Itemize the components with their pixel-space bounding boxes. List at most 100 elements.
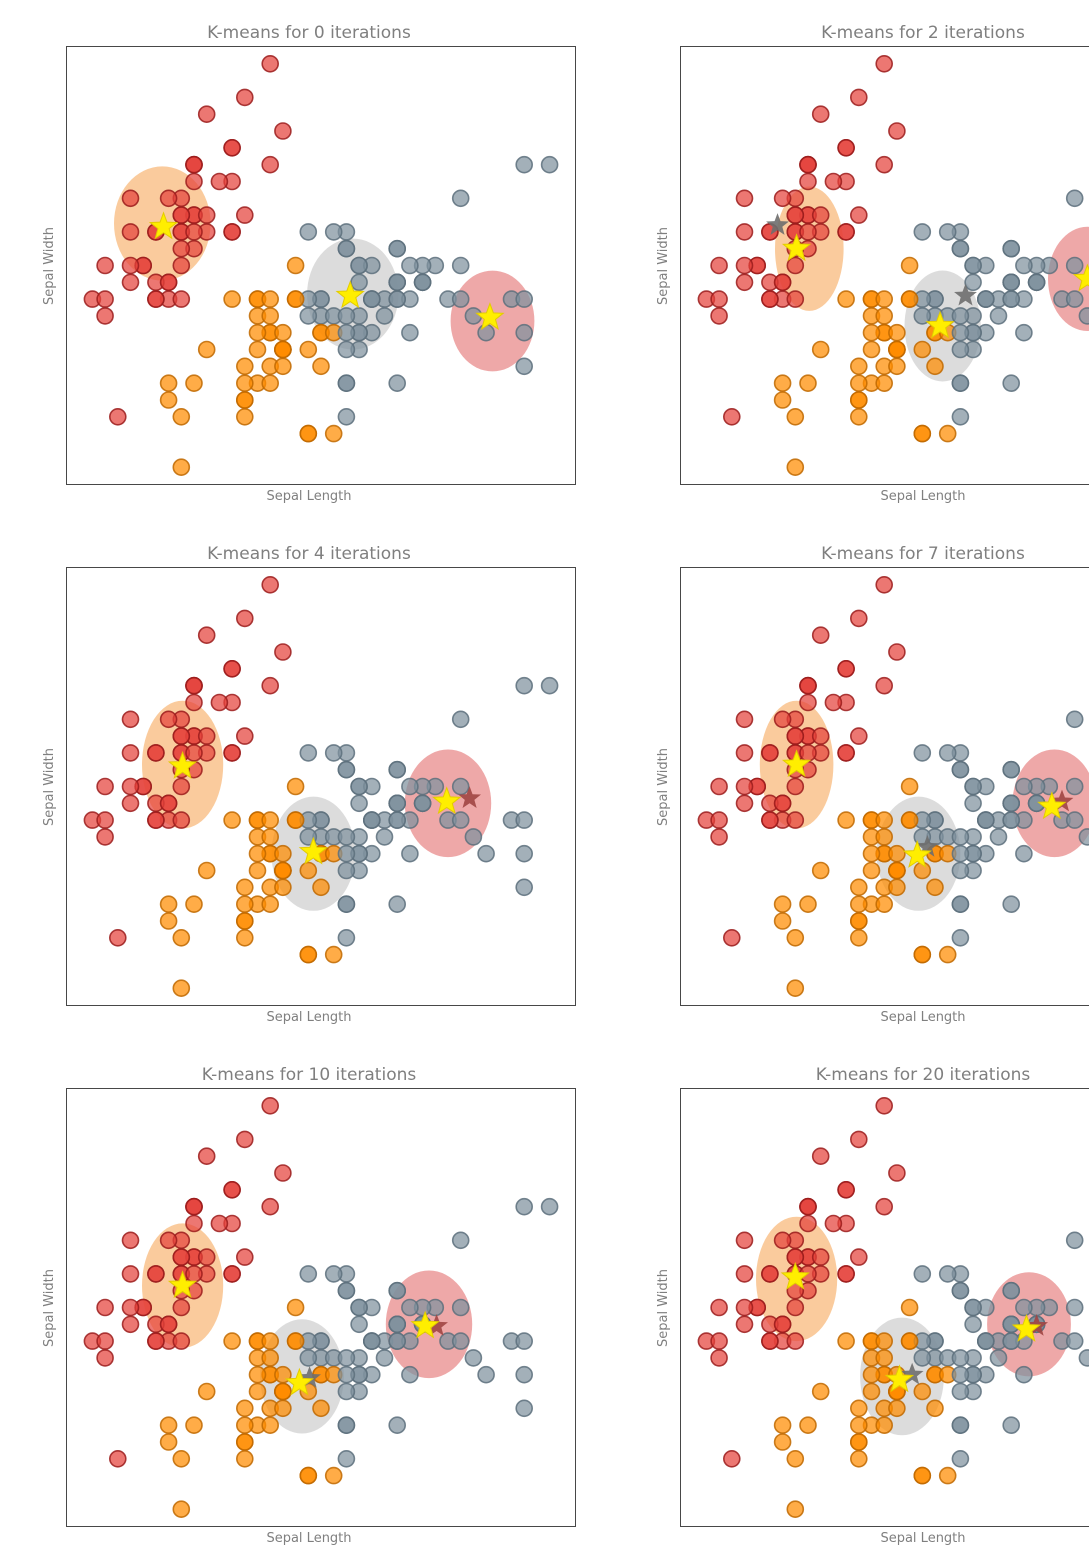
subplot-title: K-means for 10 iterations xyxy=(202,1062,416,1088)
data-point xyxy=(237,409,253,425)
plot-area xyxy=(680,1088,1089,1527)
data-point xyxy=(876,896,892,912)
data-point xyxy=(1067,779,1083,795)
data-point xyxy=(465,308,481,324)
data-point xyxy=(1029,274,1045,290)
data-point xyxy=(914,1384,930,1400)
data-point xyxy=(173,241,189,257)
data-point xyxy=(123,224,139,240)
data-point xyxy=(199,1148,215,1164)
data-point xyxy=(711,258,727,274)
data-point xyxy=(952,1283,968,1299)
data-point xyxy=(851,1249,867,1265)
data-point xyxy=(711,1300,727,1316)
data-point xyxy=(262,1417,278,1433)
data-point xyxy=(275,863,291,879)
data-point xyxy=(262,812,278,828)
data-point xyxy=(478,846,494,862)
data-point xyxy=(453,291,469,307)
data-point xyxy=(864,342,880,358)
data-point xyxy=(173,728,189,744)
data-point xyxy=(237,375,253,391)
data-point xyxy=(1003,812,1019,828)
data-point xyxy=(940,426,956,442)
data-point xyxy=(275,1400,291,1416)
data-point xyxy=(402,325,418,341)
data-point xyxy=(326,426,342,442)
data-point xyxy=(876,1199,892,1215)
data-point xyxy=(453,812,469,828)
data-point xyxy=(813,863,829,879)
data-point xyxy=(825,174,841,190)
data-point xyxy=(838,661,854,677)
data-point xyxy=(775,711,791,727)
data-point xyxy=(338,829,354,845)
data-point xyxy=(351,1300,367,1316)
x-axis-label: Sepal Length xyxy=(880,1527,965,1551)
data-point xyxy=(186,1266,202,1282)
data-point xyxy=(952,762,968,778)
data-points xyxy=(698,1098,1089,1517)
data-point xyxy=(288,1300,304,1316)
data-point xyxy=(914,1266,930,1282)
data-point xyxy=(186,224,202,240)
data-point xyxy=(516,1333,532,1349)
data-point xyxy=(965,795,981,811)
data-point xyxy=(275,1384,291,1400)
data-point xyxy=(275,342,291,358)
data-point xyxy=(453,1232,469,1248)
data-point xyxy=(224,1182,240,1198)
data-point xyxy=(389,241,405,257)
data-point xyxy=(800,224,816,240)
data-point xyxy=(876,1098,892,1114)
data-point xyxy=(338,1350,354,1366)
data-point xyxy=(952,896,968,912)
data-point xyxy=(313,879,329,895)
data-point xyxy=(262,896,278,912)
data-point xyxy=(813,342,829,358)
data-point xyxy=(173,409,189,425)
data-point xyxy=(377,1350,393,1366)
data-point xyxy=(402,258,418,274)
data-point xyxy=(1016,846,1032,862)
data-point xyxy=(1016,779,1032,795)
data-point xyxy=(262,291,278,307)
plot-area xyxy=(66,567,576,1006)
data-point xyxy=(1016,1367,1032,1383)
data-point xyxy=(902,779,918,795)
data-point xyxy=(940,745,956,761)
data-point xyxy=(453,779,469,795)
data-point xyxy=(97,829,113,845)
data-point xyxy=(1003,1333,1019,1349)
data-point xyxy=(762,1333,778,1349)
data-point xyxy=(991,308,1007,324)
y-axis-label: Sepal Width xyxy=(42,748,66,826)
data-point xyxy=(711,1350,727,1366)
data-point xyxy=(148,291,164,307)
data-point xyxy=(224,1333,240,1349)
data-point xyxy=(864,863,880,879)
data-point xyxy=(516,678,532,694)
data-point xyxy=(300,426,316,442)
data-point xyxy=(851,375,867,391)
data-point xyxy=(787,812,803,828)
data-point xyxy=(402,779,418,795)
data-point xyxy=(889,863,905,879)
data-point xyxy=(389,274,405,290)
data-point xyxy=(1079,829,1089,845)
subplot-kmeans-0-iterations: K-means for 0 iterations Sepal Width Sep… xyxy=(42,20,576,509)
data-point xyxy=(161,392,177,408)
x-axis-label: Sepal Length xyxy=(880,485,965,509)
x-axis-label: Sepal Length xyxy=(880,1006,965,1030)
data-point xyxy=(813,1384,829,1400)
data-point xyxy=(952,342,968,358)
data-point xyxy=(542,1199,558,1215)
data-point xyxy=(389,375,405,391)
data-point xyxy=(224,812,240,828)
data-point xyxy=(161,795,177,811)
data-point xyxy=(952,1451,968,1467)
data-point xyxy=(775,1232,791,1248)
data-point xyxy=(851,896,867,912)
data-point xyxy=(237,1400,253,1416)
data-point xyxy=(940,224,956,240)
